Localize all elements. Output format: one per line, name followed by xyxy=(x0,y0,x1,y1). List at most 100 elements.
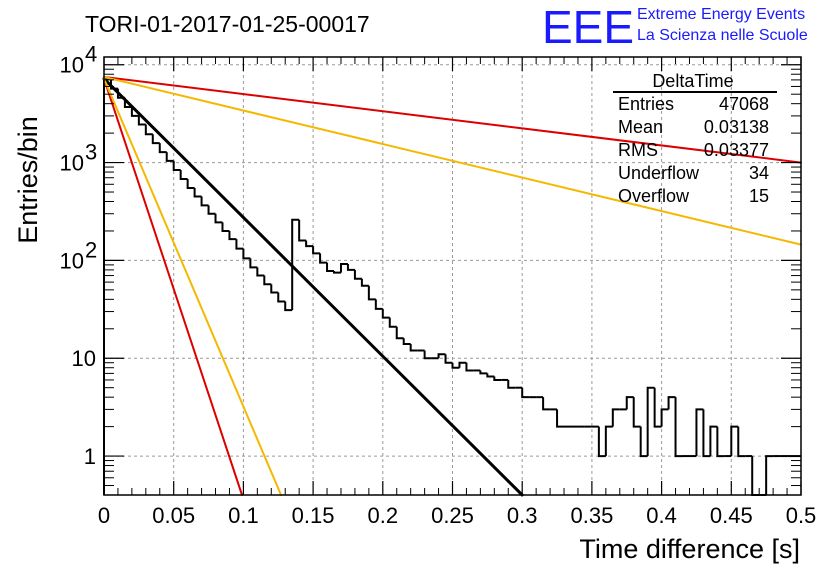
histogram-bin xyxy=(486,373,495,378)
grid-layer xyxy=(104,57,801,495)
histogram-bin xyxy=(144,124,153,136)
histogram-bin xyxy=(186,178,195,189)
histogram-bin xyxy=(374,299,383,310)
x-tick-label: 0.4 xyxy=(646,503,677,528)
fit-line xyxy=(102,77,524,497)
eee-logo: EEE Extreme Energy Events La Scienza nel… xyxy=(542,1,808,53)
histogram-bin xyxy=(270,284,279,294)
histogram-bin xyxy=(625,396,634,410)
histogram-bin xyxy=(556,409,565,428)
x-tick-label: 0.25 xyxy=(431,503,474,528)
histogram-bin xyxy=(451,362,460,369)
histogram-bin xyxy=(751,456,760,496)
y-tick-exponent: 3 xyxy=(85,140,97,165)
histogram-bin xyxy=(660,408,669,427)
histogram-bin xyxy=(388,317,397,328)
y-tick-label: 10 xyxy=(72,346,96,371)
histogram-bin xyxy=(165,152,174,162)
histogram-bin xyxy=(395,326,404,340)
histogram-bin xyxy=(709,425,718,457)
histogram-bin xyxy=(646,386,655,457)
histogram-bin xyxy=(402,338,411,345)
histogram-bin xyxy=(730,425,739,457)
stats-value: 34 xyxy=(749,163,769,183)
histogram-bin xyxy=(193,187,202,198)
histogram-bin xyxy=(298,219,307,242)
stats-header: DeltaTime xyxy=(652,71,733,91)
histogram-bin xyxy=(444,354,453,364)
x-tick-label: 0.3 xyxy=(507,503,538,528)
histogram-bin xyxy=(207,205,216,215)
histogram-bin xyxy=(277,292,286,303)
stats-box: DeltaTime Entries 47068 Mean 0.03138 RMS 0.03… xyxy=(613,71,777,206)
histogram-bin xyxy=(333,270,341,274)
x-tick-label: 0.5 xyxy=(786,503,817,528)
chart-title: TORI-01-2017-01-25-00017 xyxy=(85,11,370,37)
x-tick-label: 0.35 xyxy=(570,503,613,528)
histogram-bin xyxy=(521,387,530,399)
histogram-bin xyxy=(381,308,390,319)
histogram-bin xyxy=(611,408,620,427)
histogram-bin xyxy=(228,230,237,241)
histogram-bin xyxy=(291,218,300,311)
x-tick-label: 0 xyxy=(98,503,110,528)
y-tick-label: 10 xyxy=(60,248,84,273)
histogram-bin xyxy=(653,387,662,428)
fit-line xyxy=(103,75,802,164)
histogram-bin xyxy=(221,222,230,232)
histogram-bin xyxy=(137,115,146,126)
fit-line xyxy=(103,77,283,496)
x-tick-label: 0.15 xyxy=(292,503,335,528)
histogram-bin xyxy=(507,379,516,389)
histogram-bin xyxy=(200,196,209,207)
y-tick-label: 10 xyxy=(60,53,84,78)
histogram-bin xyxy=(479,370,488,375)
stats-value: 15 xyxy=(749,186,769,206)
stats-label: Mean xyxy=(618,117,663,137)
histogram-bin xyxy=(765,455,774,495)
histogram-bin xyxy=(103,77,111,495)
stats-label: Overflow xyxy=(618,186,690,206)
histogram-bin xyxy=(702,409,711,458)
histogram-bin xyxy=(214,213,223,224)
histogram-bin xyxy=(312,246,321,255)
histogram-bin xyxy=(326,262,335,272)
histogram-bin xyxy=(409,343,418,352)
stats-label: Underflow xyxy=(618,163,700,183)
histogram-bin xyxy=(667,396,676,410)
y-tick-label: 1 xyxy=(84,444,96,469)
histogram-bin xyxy=(674,397,683,458)
logo-mark: EEE xyxy=(542,1,634,53)
y-tick-label: 10 xyxy=(60,151,84,176)
stats-value: 47068 xyxy=(719,94,769,114)
histogram-bin xyxy=(458,361,467,368)
histogram-bin xyxy=(597,426,606,458)
histogram-bin xyxy=(737,426,746,458)
x-tick-label: 0.45 xyxy=(710,503,753,528)
histogram-bin xyxy=(695,408,704,457)
x-tick-label: 0.05 xyxy=(152,503,195,528)
histogram-bin xyxy=(604,425,613,457)
histogram-bin xyxy=(542,397,551,411)
histogram-bin xyxy=(263,275,272,286)
histogram-bin xyxy=(235,239,244,250)
histogram-bin xyxy=(493,376,502,381)
histogram-bin xyxy=(242,248,251,260)
histogram-bin xyxy=(437,353,446,359)
histogram-bin xyxy=(639,426,648,458)
x-tick-label: 0.2 xyxy=(368,503,399,528)
stats-label: Entries xyxy=(618,94,674,114)
tick-layer xyxy=(103,57,802,496)
histogram-bin xyxy=(158,143,167,154)
logo-line1: Extreme Energy Events xyxy=(637,6,805,23)
y-tick-exponent: 2 xyxy=(85,237,97,262)
histogram-bin xyxy=(346,263,355,271)
histogram-bin xyxy=(353,269,362,280)
fit-line xyxy=(103,75,802,246)
histogram-bin xyxy=(172,160,181,171)
stats-value: 0.03377 xyxy=(704,140,769,160)
x-tick-label: 0.1 xyxy=(228,503,259,528)
histogram-bin xyxy=(249,258,258,269)
